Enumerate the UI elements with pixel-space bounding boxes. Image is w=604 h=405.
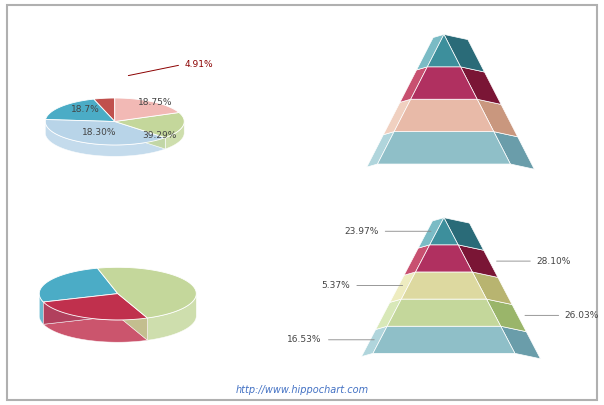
- Polygon shape: [460, 67, 501, 104]
- Polygon shape: [444, 218, 484, 250]
- Polygon shape: [39, 294, 43, 324]
- Polygon shape: [118, 294, 147, 340]
- Polygon shape: [487, 299, 526, 332]
- Text: 18.75%: 18.75%: [138, 98, 172, 107]
- Polygon shape: [404, 245, 430, 275]
- Polygon shape: [45, 119, 165, 145]
- Polygon shape: [458, 245, 498, 277]
- Polygon shape: [430, 218, 458, 245]
- Polygon shape: [384, 99, 411, 135]
- Polygon shape: [94, 98, 115, 121]
- Polygon shape: [45, 122, 165, 156]
- Polygon shape: [400, 67, 428, 102]
- Polygon shape: [115, 98, 179, 121]
- Polygon shape: [115, 113, 184, 138]
- Polygon shape: [411, 67, 477, 99]
- Polygon shape: [494, 132, 535, 169]
- Polygon shape: [165, 122, 184, 149]
- Polygon shape: [147, 294, 196, 340]
- Polygon shape: [376, 299, 401, 330]
- Polygon shape: [417, 34, 444, 70]
- Polygon shape: [97, 267, 196, 318]
- Polygon shape: [428, 34, 460, 67]
- Polygon shape: [373, 326, 515, 353]
- Polygon shape: [118, 294, 147, 340]
- Polygon shape: [501, 326, 541, 359]
- Polygon shape: [390, 272, 416, 303]
- Polygon shape: [416, 245, 472, 272]
- Polygon shape: [477, 99, 518, 137]
- Polygon shape: [378, 132, 510, 164]
- Polygon shape: [472, 272, 512, 305]
- Polygon shape: [43, 294, 118, 324]
- Polygon shape: [387, 299, 501, 326]
- Text: 4.91%: 4.91%: [184, 60, 213, 69]
- Text: http://www.hippochart.com: http://www.hippochart.com: [236, 385, 368, 394]
- Polygon shape: [39, 268, 118, 302]
- Polygon shape: [401, 272, 487, 299]
- Text: 23.97%: 23.97%: [344, 227, 378, 236]
- Polygon shape: [394, 99, 494, 132]
- Polygon shape: [361, 326, 387, 357]
- Text: 5.37%: 5.37%: [321, 281, 350, 290]
- Polygon shape: [115, 122, 165, 149]
- Polygon shape: [367, 132, 394, 167]
- Text: 18.30%: 18.30%: [82, 128, 116, 137]
- Polygon shape: [45, 99, 115, 122]
- Polygon shape: [43, 302, 147, 342]
- Polygon shape: [444, 34, 484, 72]
- Text: 16.53%: 16.53%: [287, 335, 321, 344]
- Text: 18.7%: 18.7%: [71, 105, 100, 114]
- Polygon shape: [43, 294, 118, 324]
- Text: 28.10%: 28.10%: [536, 257, 570, 266]
- Polygon shape: [115, 122, 165, 149]
- Text: 39.29%: 39.29%: [142, 131, 176, 140]
- Polygon shape: [418, 218, 444, 248]
- Text: 26.03%: 26.03%: [565, 311, 599, 320]
- Polygon shape: [43, 294, 147, 320]
